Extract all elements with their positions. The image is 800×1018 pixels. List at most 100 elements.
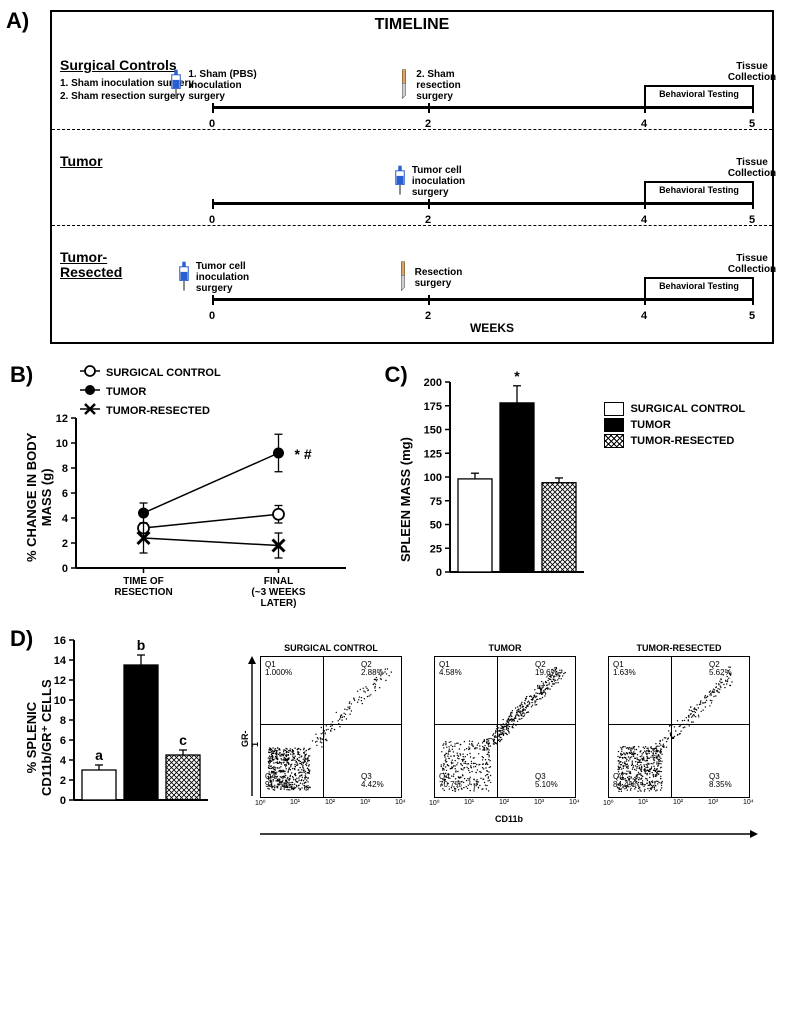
- timeline-event-text: Tumor cellinoculationsurgery: [412, 165, 465, 198]
- svg-text:0: 0: [62, 563, 68, 575]
- svg-text:b: b: [137, 637, 146, 653]
- svg-text:c: c: [179, 732, 187, 748]
- panel-b-xtick: FINAL(~3 WEEKSLATER): [224, 576, 334, 609]
- legend-label: TUMOR-RESECTED: [106, 405, 210, 417]
- svg-text:175: 175: [424, 401, 442, 413]
- facs-plot: SURGICAL CONTROLQ11.000%Q22.88%Q34.42%Q4…: [260, 656, 402, 798]
- timeline-row: Tumor-Resected0245 Tumor cellinoculation…: [52, 226, 772, 321]
- svg-text:4: 4: [62, 513, 69, 525]
- timeline-event-text: 1. Sham (PBS)inoculationsurgery: [188, 69, 256, 102]
- legend-swatch-icon: [604, 402, 624, 416]
- timeline-group-label: Tumor-Resected: [60, 250, 122, 281]
- svg-text:75: 75: [430, 496, 442, 508]
- svg-text:6: 6: [60, 735, 66, 747]
- facs-scatter-icon: [435, 657, 575, 797]
- svg-text:* #: * #: [295, 446, 312, 462]
- facs-log-tick: 10⁰: [255, 799, 266, 807]
- svg-text:*: *: [515, 368, 521, 384]
- timeline-event-text: Resectionsurgery: [415, 267, 463, 289]
- panel-d: D) 0246810121416 abc % SPLENICCD11b/GR⁺ …: [10, 626, 790, 846]
- facs-log-tick: 10¹: [638, 799, 648, 806]
- timeline-event: Tumor cellinoculationsurgery: [383, 164, 473, 199]
- legend-label: SURGICAL CONTROL: [106, 367, 221, 379]
- panel-b-ylabel: % CHANGE IN BODYMASS (g): [24, 433, 54, 562]
- legend-label: SURGICAL CONTROL: [630, 403, 745, 415]
- facs-log-tick: 10²: [499, 799, 509, 806]
- tissue-collection-label: TissueCollection: [722, 61, 782, 83]
- tissue-collection-label: TissueCollection: [722, 253, 782, 275]
- facs-log-tick: 10¹: [290, 799, 300, 806]
- legend-marker-icon: [80, 402, 100, 419]
- facs-log-tick: 10³: [708, 799, 718, 806]
- facs-log-tick: 10⁴: [743, 799, 754, 806]
- facs-scatter-icon: [609, 657, 749, 797]
- timeline-tick-label: 0: [209, 214, 215, 226]
- scalpel-icon: [394, 260, 412, 295]
- timeline-tick-label: 0: [209, 118, 215, 130]
- facs-title: TUMOR-RESECTED: [609, 643, 749, 653]
- panel-c-legend: SURGICAL CONTROLTUMORTUMOR-RESECTED: [604, 402, 745, 450]
- timeline-row: Tumor0245 Tumor cellinoculationsurgery B…: [52, 130, 772, 226]
- tissue-collection-label: TissueCollection: [722, 157, 782, 179]
- legend-item: SURGICAL CONTROL: [80, 364, 221, 381]
- svg-text:16: 16: [54, 635, 66, 647]
- legend-swatch-icon: [604, 434, 624, 448]
- timeline-tick-label: 5: [749, 214, 755, 226]
- legend-marker-icon: [80, 364, 100, 381]
- svg-text:8: 8: [62, 463, 68, 475]
- timeline-title: TIMELINE: [52, 16, 772, 34]
- timeline-group-label: Surgical Controls: [60, 58, 177, 73]
- svg-text:0: 0: [60, 795, 66, 807]
- behavioral-testing-box: Behavioral Testing: [644, 277, 754, 299]
- facs-scatter-icon: [261, 657, 401, 797]
- behavioral-testing-box: Behavioral Testing: [644, 181, 754, 203]
- svg-text:6: 6: [62, 488, 68, 500]
- timeline-event: Tumor cellinoculationsurgery: [167, 260, 257, 295]
- svg-text:150: 150: [424, 425, 442, 437]
- panel-a-label: A): [6, 8, 29, 34]
- facs-log-tick: 10³: [534, 799, 544, 806]
- syringe-icon: [175, 260, 193, 295]
- facs-log-tick: 10⁰: [603, 799, 614, 807]
- svg-text:25: 25: [430, 543, 442, 555]
- timeline-tick-label: 2: [425, 118, 431, 130]
- legend-marker-icon: [80, 383, 100, 400]
- legend-label: TUMOR: [630, 419, 670, 431]
- panel-c-ylabel: SPLEEN MASS (mg): [398, 437, 413, 562]
- timeline-event-text: Tumor cellinoculationsurgery: [196, 261, 249, 294]
- svg-text:10: 10: [54, 695, 66, 707]
- svg-text:14: 14: [54, 655, 67, 667]
- facs-log-tick: 10²: [673, 799, 683, 806]
- timeline-tick-label: 2: [425, 310, 431, 322]
- svg-text:8: 8: [60, 715, 66, 727]
- timeline-tick-label: 4: [641, 118, 647, 130]
- facs-title: TUMOR: [435, 643, 575, 653]
- panel-c: C) 0255075100125150175200 * SPLEEN MASS …: [384, 362, 784, 622]
- svg-text:50: 50: [430, 520, 442, 532]
- svg-text:a: a: [95, 747, 103, 763]
- panel-b: B) SURGICAL CONTROL TUMOR TUMOR-RESECTED 0…: [10, 362, 380, 622]
- legend-item: TUMOR: [80, 383, 221, 400]
- timeline-tick-label: 2: [425, 214, 431, 226]
- panel-d-ylabel: % SPLENICCD11b/GR⁺ CELLS: [24, 679, 55, 796]
- timeline-event-text: 2. Shamresectionsurgery: [416, 69, 460, 102]
- timeline-event: 1. Sham (PBS)inoculationsurgery: [167, 68, 257, 103]
- legend-item: TUMOR-RESECTED: [80, 402, 221, 419]
- weeks-axis-label: WEEKS: [212, 321, 772, 335]
- scalpel-icon: [395, 68, 413, 103]
- facs-log-tick: 10⁰: [429, 799, 440, 807]
- panel-d-label: D): [10, 626, 33, 652]
- svg-text:2: 2: [60, 775, 66, 787]
- facs-log-tick: 10¹: [464, 799, 474, 806]
- panel-c-label: C): [384, 362, 407, 388]
- timeline-event: 2. Shamresectionsurgery: [383, 68, 473, 103]
- timeline-tick-label: 0: [209, 310, 215, 322]
- facs-log-tick: 10⁴: [395, 799, 406, 806]
- facs-plot: TUMOR-RESECTEDQ11.63%Q25.62%Q38.35%Q484.…: [608, 656, 750, 798]
- facs-log-tick: 10³: [360, 799, 370, 806]
- svg-text:200: 200: [424, 377, 442, 389]
- behavioral-testing-box: Behavioral Testing: [644, 85, 754, 107]
- panel-a: TIMELINE Surgical Controls1. Sham inocul…: [50, 10, 774, 344]
- panel-b-label: B): [10, 362, 33, 388]
- timeline-tick-label: 4: [641, 310, 647, 322]
